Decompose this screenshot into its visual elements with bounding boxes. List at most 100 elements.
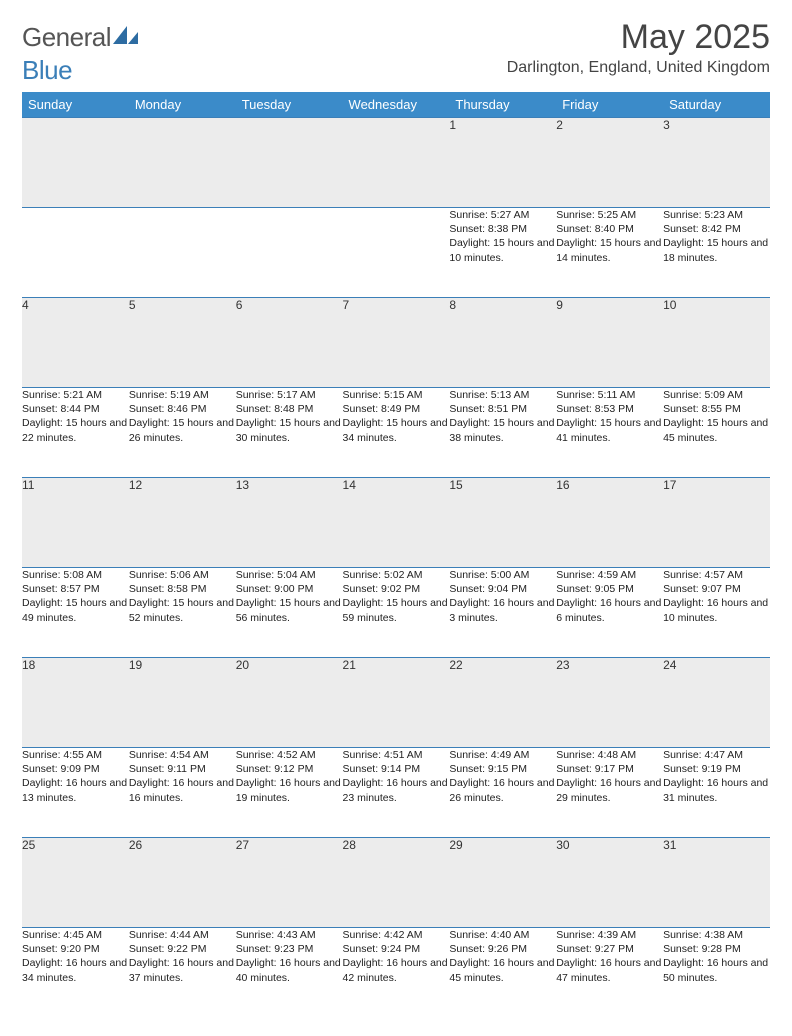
day-number-cell: 30 [556, 838, 663, 928]
weekday-header: Saturday [663, 92, 770, 118]
day-number-cell: 12 [129, 478, 236, 568]
calendar-body: 123Sunrise: 5:27 AMSunset: 8:38 PMDaylig… [22, 118, 770, 1018]
sunset-text: Sunset: 8:53 PM [556, 402, 663, 416]
day-number: 15 [449, 478, 462, 492]
day-content-row: Sunrise: 5:08 AMSunset: 8:57 PMDaylight:… [22, 568, 770, 658]
logo: GeneralBlue [22, 22, 139, 86]
sunset-text: Sunset: 9:17 PM [556, 762, 663, 776]
day-number: 6 [236, 298, 243, 312]
day-number: 4 [22, 298, 29, 312]
sunrise-text: Sunrise: 4:51 AM [343, 748, 450, 762]
day-content-cell: Sunrise: 4:49 AMSunset: 9:15 PMDaylight:… [449, 748, 556, 838]
logo-text: GeneralBlue [22, 22, 139, 86]
day-number: 14 [343, 478, 356, 492]
daylight-text: Daylight: 16 hours and 3 minutes. [449, 596, 556, 624]
sunset-text: Sunset: 9:28 PM [663, 942, 770, 956]
sunrise-text: Sunrise: 5:08 AM [22, 568, 129, 582]
day-content-cell: Sunrise: 4:44 AMSunset: 9:22 PMDaylight:… [129, 928, 236, 1018]
day-number-cell: 29 [449, 838, 556, 928]
day-number: 8 [449, 298, 456, 312]
day-content-cell: Sunrise: 5:27 AMSunset: 8:38 PMDaylight:… [449, 208, 556, 298]
day-number-cell: 18 [22, 658, 129, 748]
day-number-row: 11121314151617 [22, 478, 770, 568]
daylight-text: Daylight: 15 hours and 26 minutes. [129, 416, 236, 444]
day-number-cell: 17 [663, 478, 770, 568]
sunset-text: Sunset: 8:48 PM [236, 402, 343, 416]
daylight-text: Daylight: 15 hours and 14 minutes. [556, 236, 663, 264]
sunset-text: Sunset: 9:07 PM [663, 582, 770, 596]
day-content-cell [236, 208, 343, 298]
daylight-text: Daylight: 16 hours and 31 minutes. [663, 776, 770, 804]
weekday-header: Wednesday [343, 92, 450, 118]
day-content-cell: Sunrise: 4:45 AMSunset: 9:20 PMDaylight:… [22, 928, 129, 1018]
sunrise-text: Sunrise: 5:06 AM [129, 568, 236, 582]
daylight-text: Daylight: 16 hours and 50 minutes. [663, 956, 770, 984]
weekday-header: Tuesday [236, 92, 343, 118]
day-number: 2 [556, 118, 563, 132]
sunset-text: Sunset: 9:20 PM [22, 942, 129, 956]
day-content-cell: Sunrise: 4:48 AMSunset: 9:17 PMDaylight:… [556, 748, 663, 838]
day-number: 22 [449, 658, 462, 672]
day-content-cell: Sunrise: 4:38 AMSunset: 9:28 PMDaylight:… [663, 928, 770, 1018]
day-content-row: Sunrise: 5:27 AMSunset: 8:38 PMDaylight:… [22, 208, 770, 298]
day-content-cell: Sunrise: 5:04 AMSunset: 9:00 PMDaylight:… [236, 568, 343, 658]
day-content-cell: Sunrise: 4:54 AMSunset: 9:11 PMDaylight:… [129, 748, 236, 838]
sunset-text: Sunset: 9:19 PM [663, 762, 770, 776]
day-content-cell [22, 208, 129, 298]
daylight-text: Daylight: 16 hours and 23 minutes. [343, 776, 450, 804]
daylight-text: Daylight: 15 hours and 34 minutes. [343, 416, 450, 444]
day-number: 23 [556, 658, 569, 672]
sunset-text: Sunset: 9:15 PM [449, 762, 556, 776]
day-number-cell: 20 [236, 658, 343, 748]
daylight-text: Daylight: 15 hours and 30 minutes. [236, 416, 343, 444]
daylight-text: Daylight: 15 hours and 56 minutes. [236, 596, 343, 624]
day-content-cell: Sunrise: 4:47 AMSunset: 9:19 PMDaylight:… [663, 748, 770, 838]
weekday-header: Thursday [449, 92, 556, 118]
sunset-text: Sunset: 8:46 PM [129, 402, 236, 416]
sunset-text: Sunset: 8:40 PM [556, 222, 663, 236]
day-content-cell: Sunrise: 5:09 AMSunset: 8:55 PMDaylight:… [663, 388, 770, 478]
day-number: 29 [449, 838, 462, 852]
sunrise-text: Sunrise: 4:57 AM [663, 568, 770, 582]
sunrise-text: Sunrise: 4:40 AM [449, 928, 556, 942]
daylight-text: Daylight: 15 hours and 59 minutes. [343, 596, 450, 624]
day-number-cell: 25 [22, 838, 129, 928]
day-number-cell [343, 118, 450, 208]
day-content-cell: Sunrise: 5:21 AMSunset: 8:44 PMDaylight:… [22, 388, 129, 478]
logo-text-blue: Blue [22, 55, 72, 85]
sunrise-text: Sunrise: 5:19 AM [129, 388, 236, 402]
location-label: Darlington, England, United Kingdom [507, 59, 770, 77]
sunset-text: Sunset: 8:44 PM [22, 402, 129, 416]
day-content-cell: Sunrise: 4:40 AMSunset: 9:26 PMDaylight:… [449, 928, 556, 1018]
daylight-text: Daylight: 16 hours and 19 minutes. [236, 776, 343, 804]
sunrise-text: Sunrise: 4:48 AM [556, 748, 663, 762]
sunrise-text: Sunrise: 5:04 AM [236, 568, 343, 582]
sunset-text: Sunset: 9:24 PM [343, 942, 450, 956]
daylight-text: Daylight: 16 hours and 6 minutes. [556, 596, 663, 624]
daylight-text: Daylight: 16 hours and 34 minutes. [22, 956, 129, 984]
daylight-text: Daylight: 16 hours and 47 minutes. [556, 956, 663, 984]
sunset-text: Sunset: 9:11 PM [129, 762, 236, 776]
day-number-cell [129, 118, 236, 208]
day-number-cell: 14 [343, 478, 450, 568]
day-number: 25 [22, 838, 35, 852]
day-content-cell: Sunrise: 5:06 AMSunset: 8:58 PMDaylight:… [129, 568, 236, 658]
sunrise-text: Sunrise: 4:59 AM [556, 568, 663, 582]
day-number-cell: 10 [663, 298, 770, 388]
daylight-text: Daylight: 15 hours and 41 minutes. [556, 416, 663, 444]
day-content-cell: Sunrise: 4:39 AMSunset: 9:27 PMDaylight:… [556, 928, 663, 1018]
day-number-cell: 31 [663, 838, 770, 928]
page-header: GeneralBlue May 2025 Darlington, England… [22, 18, 770, 86]
weekday-header: Monday [129, 92, 236, 118]
daylight-text: Daylight: 15 hours and 49 minutes. [22, 596, 129, 624]
day-content-cell: Sunrise: 4:51 AMSunset: 9:14 PMDaylight:… [343, 748, 450, 838]
title-block: May 2025 Darlington, England, United Kin… [507, 18, 770, 77]
daylight-text: Daylight: 16 hours and 13 minutes. [22, 776, 129, 804]
day-number-cell: 19 [129, 658, 236, 748]
sunrise-text: Sunrise: 4:39 AM [556, 928, 663, 942]
day-number: 10 [663, 298, 676, 312]
sunset-text: Sunset: 9:00 PM [236, 582, 343, 596]
sunrise-text: Sunrise: 4:49 AM [449, 748, 556, 762]
sunset-text: Sunset: 9:12 PM [236, 762, 343, 776]
daylight-text: Daylight: 16 hours and 10 minutes. [663, 596, 770, 624]
